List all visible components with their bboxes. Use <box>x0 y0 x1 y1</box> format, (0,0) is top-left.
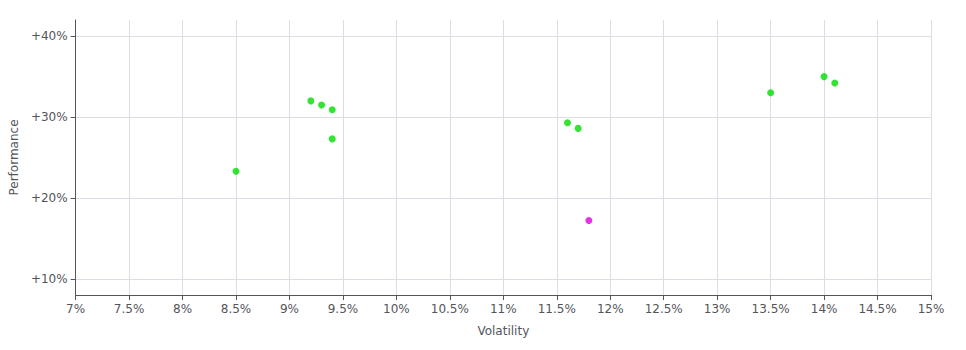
svg-text:12%: 12% <box>597 302 624 316</box>
svg-text:8%: 8% <box>173 302 192 316</box>
svg-text:+40%: +40% <box>31 29 68 43</box>
svg-text:7.5%: 7.5% <box>114 302 145 316</box>
svg-text:Volatility: Volatility <box>477 324 529 338</box>
svg-text:12.5%: 12.5% <box>645 302 683 316</box>
svg-text:13%: 13% <box>704 302 731 316</box>
svg-text:14%: 14% <box>811 302 838 316</box>
svg-text:+10%: +10% <box>31 272 68 286</box>
svg-text:11.5%: 11.5% <box>538 302 576 316</box>
svg-text:10%: 10% <box>383 302 410 316</box>
svg-text:15%: 15% <box>918 302 945 316</box>
svg-text:8.5%: 8.5% <box>221 302 252 316</box>
svg-text:14.5%: 14.5% <box>858 302 896 316</box>
svg-text:9.5%: 9.5% <box>328 302 359 316</box>
svg-text:+30%: +30% <box>31 110 68 124</box>
svg-text:7%: 7% <box>66 302 85 316</box>
svg-text:9%: 9% <box>280 302 299 316</box>
svg-text:10.5%: 10.5% <box>431 302 469 316</box>
svg-text:11%: 11% <box>490 302 517 316</box>
svg-text:13.5%: 13.5% <box>752 302 790 316</box>
svg-text:Performance: Performance <box>7 119 21 195</box>
svg-text:+20%: +20% <box>31 191 68 205</box>
